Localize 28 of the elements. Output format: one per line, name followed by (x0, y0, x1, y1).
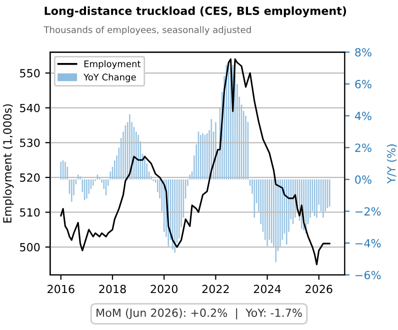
y2-tick-label: 6% (355, 80, 372, 88)
y-tick-label: 530 (20, 138, 40, 148)
y-tick-label: 500 (20, 243, 40, 252)
y2-tick-label: −6% (356, 270, 381, 280)
x-tick-label: 2018 (99, 284, 126, 294)
line-series (60, 58, 330, 266)
y-tick-label: 550 (20, 69, 40, 78)
y2-tick-label: 4% (354, 112, 372, 120)
y2-tick-label: 8% (355, 48, 372, 57)
legend-label: YoY Change (84, 74, 136, 82)
x-tick-label: 2016 (48, 284, 74, 294)
text: MoM (Jun 2026): +0.2% | YoY: -1.7% (96, 308, 302, 320)
chart-title: Long-distance truckload (CES, BLS employment) (44, 6, 346, 18)
y2-tick-label: −2% (356, 207, 381, 216)
y-tick-label: 520 (20, 173, 40, 182)
y2-axis-title: Y/Y (%) (386, 144, 397, 184)
y-tick-label: 510 (20, 208, 40, 217)
y2-tick-label: 2% (355, 144, 372, 152)
x-tick-label: 2024 (254, 284, 281, 294)
x-tick-label: 2022 (202, 284, 229, 294)
y-axis-title: Employment (1,000s) (2, 104, 14, 223)
x-tick-label: 2020 (150, 284, 178, 294)
x-tick-label: 2026 (306, 284, 332, 294)
y-tick-label: 540 (20, 104, 40, 112)
y2-tick-label: 0% (355, 175, 372, 184)
chart-subtitle: Thousands of employees, seasonally adjusted (44, 26, 251, 35)
y2-tick-label: −4% (356, 239, 381, 248)
legend-label: Employment (84, 60, 141, 69)
